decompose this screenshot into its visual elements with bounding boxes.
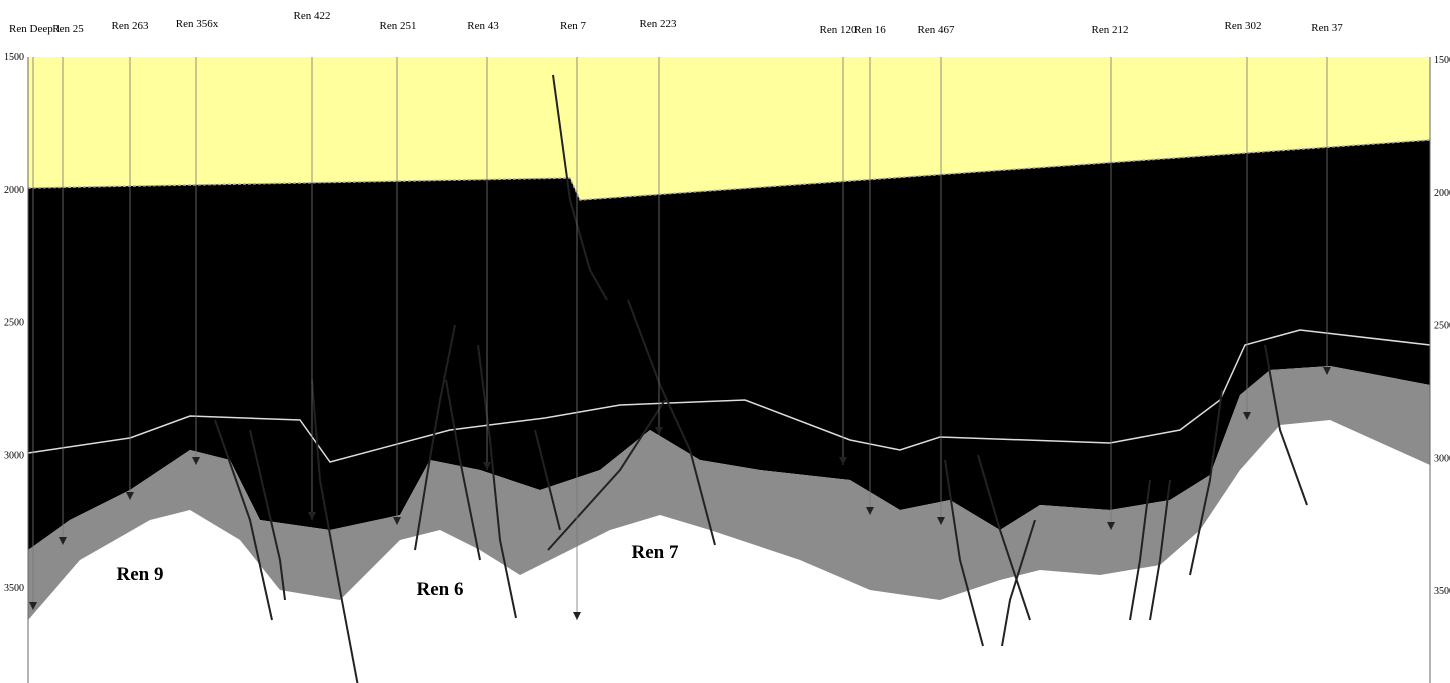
well-label: Ren 356x — [176, 18, 219, 30]
well-label: Ren 16 — [854, 24, 886, 36]
well-label: Ren 251 — [380, 20, 417, 32]
depth-label-right: 2500 — [1434, 321, 1450, 332]
depth-label-right: 2000 — [1434, 188, 1450, 199]
well-label: Ren 422 — [294, 10, 331, 22]
well-label: Ren 223 — [640, 18, 677, 30]
depth-label-left: 3000 — [4, 450, 24, 461]
well-label: Ren 263 — [112, 20, 149, 32]
well-label: Ren 25 — [52, 23, 84, 35]
field-label: Ren 9 — [117, 564, 164, 585]
depth-label-right: 1500 — [1434, 55, 1450, 66]
field-label: Ren 6 — [417, 579, 464, 600]
well-label: Ren 120 — [820, 24, 857, 36]
well-label: Ren 467 — [918, 24, 955, 36]
well-label: Ren 7 — [560, 20, 586, 32]
depth-label-right: 3500 — [1434, 586, 1450, 597]
depth-label-left: 2500 — [4, 318, 24, 329]
well-label: Ren 37 — [1311, 22, 1343, 34]
well-label: Ren 212 — [1092, 24, 1129, 36]
depth-label-right: 3000 — [1434, 453, 1450, 464]
well-label: Ren 43 — [467, 20, 499, 32]
depth-label-left: 3500 — [4, 583, 24, 594]
field-label: Ren 7 — [632, 542, 679, 563]
cross-section: Ren Deep 1Ren 25Ren 263Ren 356xRen 422Re… — [0, 0, 1450, 683]
well-label: Ren 302 — [1225, 20, 1262, 32]
depth-label-left: 2000 — [4, 185, 24, 196]
field-label: Ren 11 — [1222, 501, 1277, 522]
depth-label-left: 1500 — [4, 52, 24, 63]
